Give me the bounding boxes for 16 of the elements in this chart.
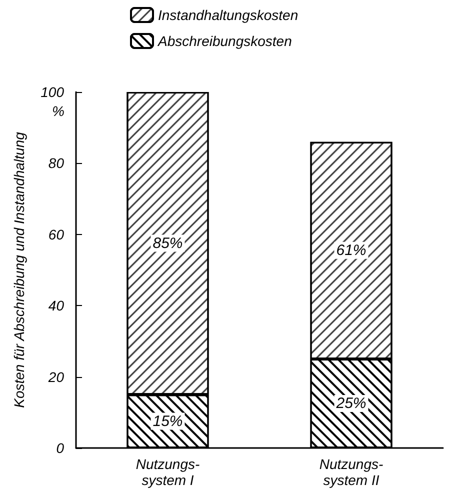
x-tick-label: Nutzungs- system II [319, 456, 384, 488]
data-label: 85% [152, 234, 183, 252]
data-label: 25% [335, 395, 366, 412]
y-tick-label: 100 [40, 84, 64, 100]
data-label: 61% [336, 242, 366, 259]
y-tick-label: 80 [48, 155, 64, 172]
x-tick-label: Nutzungs- system I [136, 456, 200, 488]
y-tick-label: 0 [56, 440, 64, 456]
legend-label: Instandhaltungskosten [158, 7, 298, 23]
legend-label: Abschreibungskosten [157, 33, 292, 49]
y-tick-label: 20 [47, 368, 64, 385]
text: % [52, 103, 64, 119]
y-axis-title: Kosten für Abschreibung und Instandhaltung [11, 132, 27, 408]
data-label: 15% [152, 412, 183, 430]
y-tick-label: 40 [48, 298, 64, 314]
y-tick-label: 60 [48, 226, 64, 242]
